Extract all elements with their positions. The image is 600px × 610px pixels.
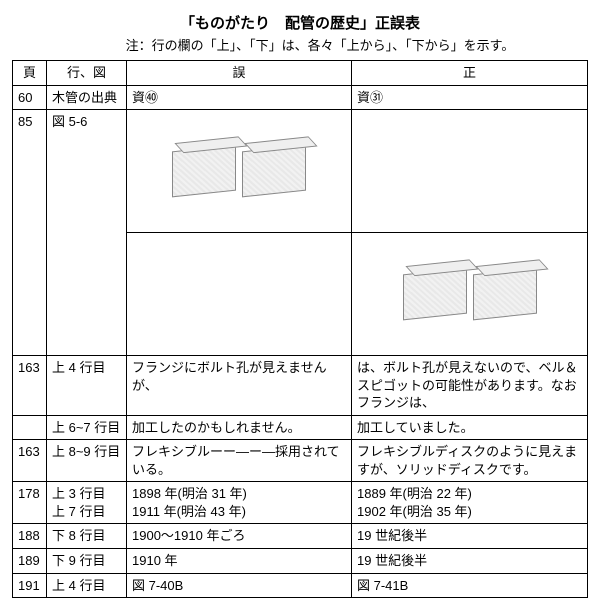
cell-right: 19 世紀後半 xyxy=(352,524,588,549)
cell-wrong: フランジにボルト孔が見えませんが、 xyxy=(127,356,352,416)
table-row: 188下 8 行目1900～1910 年ごろ19 世紀後半 xyxy=(13,524,588,549)
cell-right: 資㉛ xyxy=(352,85,588,110)
cell-right: 図 7-41B xyxy=(352,573,588,598)
cell-page: 85 xyxy=(13,110,47,356)
table-row: 上 6~7 行目加工したのかもしれません。加工していました。 xyxy=(13,415,588,440)
table-row: 60木管の出典資㊵資㉛ xyxy=(13,85,588,110)
cell-right: は、ボルト孔が見えないので、ベル＆スピゴットの可能性があります。なおフランジは、 xyxy=(352,356,588,416)
cell-wrong-image xyxy=(127,110,352,233)
cell-line: 木管の出典 xyxy=(47,85,127,110)
cell-wrong-empty xyxy=(127,233,352,356)
table-row: 178上 3 行目上 7 行目1898 年(明治 31 年)1911 年(明治 … xyxy=(13,482,588,524)
cell-line: 下 8 行目 xyxy=(47,524,127,549)
cell-page: 188 xyxy=(13,524,47,549)
cell-wrong: 加工したのかもしれません。 xyxy=(127,415,352,440)
table-row: 163上 8~9 行目フレキシブルーー―ー―採用されている。フレキシブルディスク… xyxy=(13,440,588,482)
cell-line: 下 9 行目 xyxy=(47,549,127,574)
header-line: 行、図 xyxy=(47,61,127,86)
document-title: 「ものがたり 配管の歴史」正誤表 xyxy=(12,12,588,33)
cell-right-empty xyxy=(352,110,588,233)
cell-wrong: 1900～1910 年ごろ xyxy=(127,524,352,549)
errata-table: 頁 行、図 誤 正 60木管の出典資㊵資㉛85図 5-6163上 4 行目フラン… xyxy=(12,60,588,598)
header-right: 正 xyxy=(352,61,588,86)
cell-right-image xyxy=(352,233,588,356)
cell-right: 加工していました。 xyxy=(352,415,588,440)
cell-line: 上 4 行目 xyxy=(47,356,127,416)
cell-line: 上 4 行目 xyxy=(47,573,127,598)
header-page: 頁 xyxy=(13,61,47,86)
cell-page: 191 xyxy=(13,573,47,598)
cell-right: 19 世紀後半 xyxy=(352,549,588,574)
header-wrong: 誤 xyxy=(127,61,352,86)
cell-right: 1889 年(明治 22 年)1902 年(明治 35 年) xyxy=(352,482,588,524)
cell-wrong: 1898 年(明治 31 年)1911 年(明治 43 年) xyxy=(127,482,352,524)
table-row: 85図 5-6 xyxy=(13,110,588,233)
cell-page: 163 xyxy=(13,440,47,482)
table-row: 189下 9 行目1910 年19 世紀後半 xyxy=(13,549,588,574)
cell-line: 上 3 行目上 7 行目 xyxy=(47,482,127,524)
cell-right: フレキシブルディスクのように見えますが、ソリッドディスクです。 xyxy=(352,440,588,482)
cell-line: 上 6~7 行目 xyxy=(47,415,127,440)
table-row: 163上 4 行目フランジにボルト孔が見えませんが、は、ボルト孔が見えないので、… xyxy=(13,356,588,416)
cell-line: 上 8~9 行目 xyxy=(47,440,127,482)
cell-wrong: フレキシブルーー―ー―採用されている。 xyxy=(127,440,352,482)
cell-page: 60 xyxy=(13,85,47,110)
cell-wrong: 1910 年 xyxy=(127,549,352,574)
cell-page: 189 xyxy=(13,549,47,574)
cell-line: 図 5-6 xyxy=(47,110,127,356)
cell-page: 178 xyxy=(13,482,47,524)
document-note: 注：行の欄の「上」、「下」は、各々「上から」、「下から」を示す。 xyxy=(12,35,588,54)
table-header-row: 頁 行、図 誤 正 xyxy=(13,61,588,86)
cell-page: 163 xyxy=(13,356,47,416)
table-row: 191上 4 行目図 7-40B図 7-41B xyxy=(13,573,588,598)
errata-document: 「ものがたり 配管の歴史」正誤表 注：行の欄の「上」、「下」は、各々「上から」、… xyxy=(12,12,588,598)
cell-page xyxy=(13,415,47,440)
cell-wrong: 資㊵ xyxy=(127,85,352,110)
cell-wrong: 図 7-40B xyxy=(127,573,352,598)
